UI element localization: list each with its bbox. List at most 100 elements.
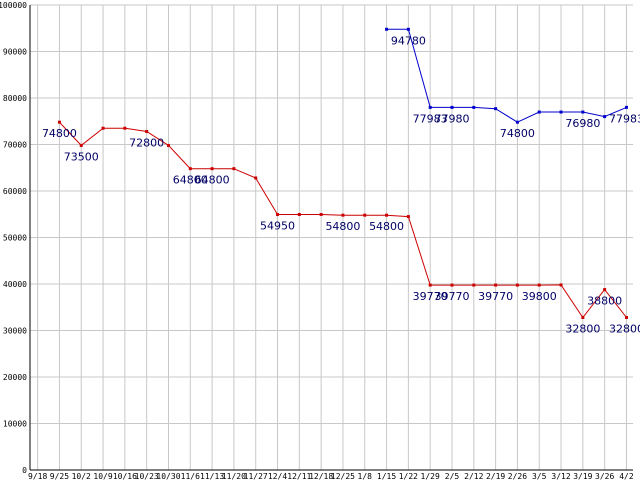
y-tick-label-10: 100000 [0, 1, 27, 10]
series-1-data-label-8: 64800 [195, 174, 230, 187]
series-1-point-6 [166, 143, 170, 147]
x-tick-label-23: 3/5 [532, 472, 547, 480]
series-1-point-4 [123, 126, 127, 130]
series-0-point-20 [472, 105, 476, 109]
series-1-point-1 [57, 120, 61, 124]
series-1-point-18 [428, 283, 432, 287]
y-tick-label-8: 80000 [3, 94, 27, 103]
series-1-data-label-23: 39800 [522, 290, 557, 303]
series-1-data-label-1: 74800 [42, 127, 77, 140]
series-1-data-label-26: 38800 [587, 295, 622, 308]
series-1-point-21 [494, 283, 498, 287]
series-0-point-17 [406, 27, 410, 31]
series-1-point-19 [450, 283, 454, 287]
series-1-point-22 [515, 283, 519, 287]
series-group [57, 27, 628, 319]
series-1-point-26 [603, 288, 607, 292]
series-0-point-21 [494, 107, 498, 111]
series-1-data-label-16: 54800 [369, 220, 404, 233]
series-0-line [386, 28, 627, 123]
y-tick-label-2: 20000 [3, 373, 27, 382]
y-tick-label-7: 70000 [3, 141, 27, 150]
x-tick-label-6: 10/30 [156, 472, 180, 480]
x-tick-label-4: 10/16 [113, 472, 137, 480]
y-tick-label-6: 60000 [3, 187, 27, 196]
series-0-point-25 [581, 110, 585, 114]
series-0-data-label-19: 77980 [434, 112, 469, 125]
x-tick-label-17: 1/22 [399, 472, 418, 480]
series-1-data-label-5: 72800 [129, 136, 164, 149]
series-1-point-23 [537, 283, 541, 287]
axes [29, 5, 633, 471]
series-1-point-25 [581, 315, 585, 319]
x-tick-label-18: 1/29 [421, 472, 440, 480]
x-tick-label-12: 12/11 [287, 472, 311, 480]
x-tick-label-10: 11/27 [244, 472, 268, 480]
y-tick-label-0: 0 [22, 466, 27, 475]
series-1-point-17 [406, 215, 410, 219]
x-tick-label-16: 1/15 [377, 472, 396, 480]
series-1-point-14 [341, 213, 345, 217]
series-0-data-label-27: 77983 [609, 112, 640, 125]
series-1-point-11 [276, 212, 280, 216]
series-1-point-16 [385, 213, 389, 217]
series-1-point-9 [232, 167, 236, 171]
series-0-point-24 [559, 110, 563, 114]
x-tick-label-21: 2/19 [486, 472, 505, 480]
series-1-point-13 [319, 212, 323, 216]
series-1-point-2 [79, 143, 83, 147]
series-0-data-label-18: 77983 [413, 112, 448, 125]
y-tick-label-9: 90000 [3, 48, 27, 57]
x-tick-label-15: 1/8 [358, 472, 373, 480]
y-tick-label-5: 50000 [3, 234, 27, 243]
x-tick-label-3: 10/9 [93, 472, 112, 480]
x-tick-label-8: 11/13 [200, 472, 224, 480]
y-tick-labels: 0 10000 20000 30000 40000 50000 60000 70000 8000… [0, 1, 27, 475]
series-1-data-label-7: 64800 [173, 174, 208, 187]
series-1-data-label-25: 32800 [565, 322, 600, 335]
x-tick-label-1: 9/25 [50, 472, 69, 480]
series-0 [385, 27, 628, 124]
x-tick-label-25: 3/19 [573, 472, 592, 480]
series-0-point-23 [537, 110, 541, 114]
series-1-data-label-18: 39770 [413, 290, 448, 303]
series-1-point-24 [559, 283, 563, 287]
series-1-data-label-27: 32800 [609, 322, 640, 335]
series-0-point-22 [515, 120, 519, 124]
x-tick-label-27: 4/2 [619, 472, 634, 480]
series-1-point-8 [210, 167, 214, 171]
x-tick-label-13: 12/18 [309, 472, 333, 480]
x-tick-label-7: 11/6 [181, 472, 200, 480]
series-1 [57, 120, 628, 319]
x-tick-label-0: 9/18 [28, 472, 47, 480]
x-tick-label-26: 3/26 [595, 472, 614, 480]
series-0-data-label-25: 76980 [565, 117, 600, 130]
series-1-point-15 [363, 213, 367, 217]
x-tick-label-20: 2/12 [464, 472, 483, 480]
series-0-point-27 [624, 105, 628, 109]
y-tick-label-3: 30000 [3, 327, 27, 336]
series-1-point-5 [145, 129, 149, 133]
y-tick-label-1: 10000 [3, 420, 27, 429]
series-1-data-label-14: 54800 [325, 220, 360, 233]
x-tick-label-22: 2/26 [508, 472, 527, 480]
series-1-point-27 [624, 315, 628, 319]
series-1-point-3 [101, 126, 105, 130]
x-tick-label-11: 12/4 [268, 472, 287, 480]
series-0-data-label-22: 74800 [500, 127, 535, 140]
data-labels-group: 9478077983779807480076980779837480073500… [42, 34, 640, 335]
y-tick-label-4: 40000 [3, 280, 27, 289]
x-tick-label-9: 11/20 [222, 472, 246, 480]
x-tick-label-2: 10/2 [72, 472, 91, 480]
x-tick-label-5: 10/23 [135, 472, 159, 480]
series-0-point-16 [385, 27, 389, 31]
series-1-point-20 [472, 283, 476, 287]
grid-lines [30, 4, 633, 471]
series-0-point-18 [428, 105, 432, 109]
series-1-data-label-19: 39770 [434, 290, 469, 303]
series-0-point-19 [450, 105, 454, 109]
x-tick-label-19: 2/5 [445, 472, 460, 480]
x-tick-label-24: 3/12 [551, 472, 570, 480]
series-1-point-12 [297, 212, 301, 216]
